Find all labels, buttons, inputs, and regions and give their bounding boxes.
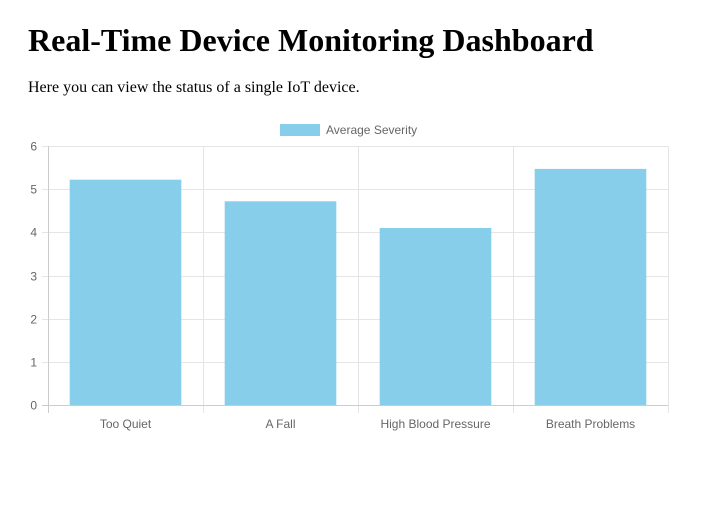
- y-tick-label: 3: [30, 270, 37, 284]
- chart-legend[interactable]: Average Severity: [280, 123, 417, 137]
- x-tick-label: High Blood Pressure: [380, 417, 490, 431]
- x-tick-label: Breath Problems: [546, 417, 635, 431]
- bar-a-fall[interactable]: [224, 201, 337, 405]
- x-tick-label: A Fall: [265, 417, 295, 431]
- chart-bars: [69, 168, 647, 405]
- bar-high-blood-pressure[interactable]: [379, 228, 492, 405]
- y-tick-label: 0: [30, 399, 37, 413]
- bar-too-quiet[interactable]: [69, 179, 182, 405]
- page-intro: Here you can view the status of a single…: [28, 79, 360, 96]
- chart-axes: 0 1 2 3 4 5 6 Too Quiet A Fall High Blood Pressur…: [30, 140, 668, 431]
- y-tick-label: 1: [30, 356, 37, 370]
- y-tick-label: 2: [30, 313, 37, 327]
- page-title: Real-Time Device Monitoring Dashboard: [28, 22, 594, 58]
- legend-swatch[interactable]: [280, 124, 320, 136]
- x-tick-label: Too Quiet: [100, 417, 152, 431]
- legend-label[interactable]: Average Severity: [326, 123, 417, 137]
- bar-breath-problems[interactable]: [534, 168, 647, 405]
- y-tick-label: 6: [30, 140, 37, 154]
- y-tick-label: 4: [30, 226, 37, 240]
- y-tick-label: 5: [30, 183, 37, 197]
